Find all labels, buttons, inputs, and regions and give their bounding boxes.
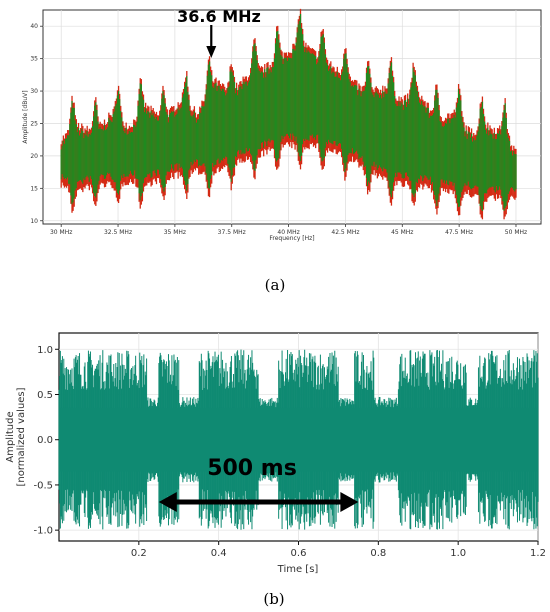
panel-a-x-tick-label: 42.5 MHz xyxy=(331,229,359,236)
panel-a-annotation-arrow xyxy=(206,25,217,58)
panel-a-y-tick-label: 25 xyxy=(30,120,38,127)
panel-b-arrow-head-left xyxy=(158,492,177,512)
panel-a-annotation-label: 36.6 MHz xyxy=(177,7,261,26)
panel-a-x-axis-label: Frequency [Hz] xyxy=(269,235,314,242)
panel-b-x-ticks: 0.2 0.4 0.6 0.8 1.0 1.2 xyxy=(131,541,546,559)
panel-b-series-signal xyxy=(58,349,539,530)
panel-b-time-signal-chart: 0.2 0.4 0.6 0.8 1.0 1.2 -1.0 -0.5 0.0 0.5 1.0 Tim… xyxy=(5,332,546,575)
panel-b-x-tick-label: 0.6 xyxy=(291,548,307,559)
panel-b-x-tick-label: 1.2 xyxy=(530,548,546,559)
panel-a-y-tick-label: 35 xyxy=(30,56,38,63)
panel-a-x-tick-label: 40 MHz xyxy=(277,229,299,236)
panel-a-x-tick-label: 37.5 MHz xyxy=(218,229,246,236)
panel-b-y-tick-label: -1.0 xyxy=(33,526,53,537)
panel-b-x-tick-label: 1.0 xyxy=(450,548,466,559)
panel-b-y-axis-label: Amplitude xyxy=(5,411,16,462)
panel-b-x-axis-label: Time [s] xyxy=(277,564,319,575)
panel-b-annotation-label: 500 ms xyxy=(207,456,297,481)
panel-b-span-arrow xyxy=(158,492,359,512)
panel-b-y-tick-label: 0.0 xyxy=(37,435,53,446)
panel-a-x-tick-label: 50 MHz xyxy=(505,229,527,236)
panel-b-caption: (b) xyxy=(263,590,284,608)
panel-a-x-tick-label: 47.5 MHz xyxy=(445,229,473,236)
panel-b-arrow-head-right xyxy=(340,492,359,512)
panel-a-y-tick-label: 20 xyxy=(30,153,38,160)
panel-b-x-tick-label: 0.2 xyxy=(131,548,147,559)
panel-a-y-ticks: 10 15 20 25 30 35 40 xyxy=(30,23,43,225)
panel-b-y-tick-label: 0.5 xyxy=(37,390,53,401)
panel-a-x-tick-label: 32.5 MHz xyxy=(104,229,132,236)
panel-a-y-tick-label: 40 xyxy=(30,23,38,30)
panel-a-x-tick-label: 45 MHz xyxy=(391,229,413,236)
panel-a-x-tick-label: 30 MHz xyxy=(50,229,72,236)
panel-b-y-ticks: -1.0 -0.5 0.0 0.5 1.0 xyxy=(33,345,59,537)
panel-b-signal-core xyxy=(59,407,538,472)
panel-b-y-tick-label: 1.0 xyxy=(37,345,53,356)
panel-a-y-tick-label: 15 xyxy=(30,185,38,192)
panel-b-x-tick-label: 0.8 xyxy=(370,548,386,559)
panel-a-spectrum-chart: 30 MHz 32.5 MHz 35 MHz 37.5 MHz 40 MHz 42.5 M… xyxy=(22,7,542,242)
panel-a-y-tick-label: 30 xyxy=(30,88,38,95)
panel-b-x-tick-label: 0.4 xyxy=(211,548,227,559)
panel-a-arrow-head xyxy=(206,46,217,58)
panel-a-x-tick-label: 35 MHz xyxy=(164,229,186,236)
panel-a-series-area xyxy=(60,8,517,220)
panel-a-y-axis-label: Amplitude [dBuV] xyxy=(22,90,29,143)
panel-b-y-tick-label: -0.5 xyxy=(33,480,53,491)
panel-b-y-axis-label-line2: [normalized values] xyxy=(16,387,27,486)
panel-a-x-ticks: 30 MHz 32.5 MHz 35 MHz 37.5 MHz 40 MHz 42.5 M… xyxy=(50,224,527,236)
panel-a-caption: (a) xyxy=(265,276,286,294)
panel-a-y-tick-label: 10 xyxy=(30,218,38,225)
